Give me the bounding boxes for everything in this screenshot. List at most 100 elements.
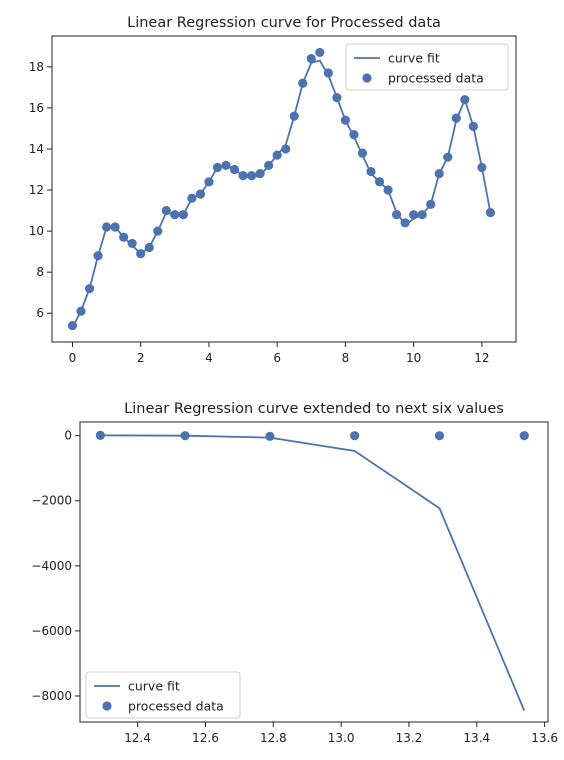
data-point <box>460 95 470 105</box>
data-point <box>332 93 342 103</box>
x-tick-label: 13.2 <box>396 731 423 745</box>
y-tick-label: 10 <box>29 224 44 238</box>
data-point <box>409 210 419 220</box>
legend-label: curve fit <box>388 51 440 66</box>
data-point <box>127 238 137 249</box>
legend-label: processed data <box>128 699 224 714</box>
data-point <box>323 68 333 78</box>
data-point <box>136 249 146 259</box>
data-point <box>255 168 265 179</box>
data-point <box>221 160 231 170</box>
data-point <box>357 148 368 158</box>
data-point <box>349 129 359 140</box>
data-point <box>366 166 376 177</box>
series-line-curve-fit <box>100 434 526 711</box>
y-tick-label: 16 <box>29 101 44 115</box>
data-point <box>246 171 257 181</box>
data-point <box>281 144 291 154</box>
data-point <box>119 232 129 242</box>
data-point <box>195 189 206 199</box>
x-tick-label: 12.4 <box>124 731 151 745</box>
data-point <box>383 185 393 195</box>
data-point <box>340 115 351 125</box>
legend-label: processed data <box>388 71 484 86</box>
y-tick-label: −8000 <box>31 689 72 703</box>
data-point <box>170 210 180 220</box>
legend-box <box>85 671 241 719</box>
data-point <box>212 162 223 173</box>
data-point <box>417 210 427 220</box>
data-point <box>451 113 461 123</box>
data-point <box>153 226 163 236</box>
data-point <box>289 111 299 121</box>
x-tick-label: 13.4 <box>463 731 490 745</box>
x-tick-label: 13.6 <box>531 731 558 745</box>
y-tick-label: −4000 <box>31 559 72 573</box>
y-tick-label: 0 <box>64 429 72 443</box>
x-tick-label: 12.6 <box>192 731 219 745</box>
x-tick-label: 4 <box>205 351 213 365</box>
data-point <box>93 251 103 261</box>
data-point <box>67 320 78 331</box>
data-point <box>265 431 275 441</box>
axes-frame <box>51 35 517 343</box>
data-point <box>110 222 120 232</box>
data-point <box>400 218 410 228</box>
x-tick-label: 12.8 <box>260 731 287 745</box>
data-point <box>238 171 248 181</box>
data-point <box>76 306 86 316</box>
data-point <box>178 210 188 220</box>
x-tick-label: 12 <box>474 351 489 365</box>
data-point <box>391 210 402 220</box>
data-point <box>374 177 385 187</box>
legend-box <box>345 43 509 91</box>
data-point <box>187 193 197 203</box>
series-line-curve-fit <box>71 59 492 329</box>
data-point <box>272 150 282 160</box>
data-point <box>519 431 529 441</box>
y-tick-label: 12 <box>29 183 44 197</box>
data-point <box>468 121 478 131</box>
data-point <box>95 430 105 440</box>
data-point <box>350 431 360 441</box>
chart-title: Linear Regression curve for Processed da… <box>127 15 441 31</box>
data-point <box>434 431 445 441</box>
data-point <box>84 284 95 294</box>
data-point <box>426 199 436 210</box>
legend-label: curve fit <box>128 679 180 694</box>
legend-marker-swatch <box>362 73 372 83</box>
y-tick-label: 6 <box>36 306 44 320</box>
data-point <box>477 162 487 173</box>
x-tick-label: 13.0 <box>328 731 355 745</box>
data-point <box>485 208 496 218</box>
data-point <box>229 164 240 175</box>
chart-bottom: Linear Regression curve extended to next… <box>31 401 558 745</box>
data-point <box>180 431 190 441</box>
data-point <box>264 160 274 170</box>
x-tick-label: 6 <box>273 351 281 365</box>
y-tick-label: 14 <box>29 142 44 156</box>
data-point <box>306 53 316 64</box>
data-point <box>434 168 444 179</box>
legend-marker-swatch <box>102 701 112 711</box>
chart-top: Linear Regression curve for Processed da… <box>29 15 517 365</box>
axes-frame <box>79 421 549 723</box>
data-point <box>161 205 171 216</box>
y-tick-label: 18 <box>29 60 44 74</box>
x-tick-label: 0 <box>69 351 77 365</box>
x-tick-label: 10 <box>406 351 421 365</box>
data-point <box>443 152 453 162</box>
x-tick-label: 2 <box>137 351 145 365</box>
data-point <box>204 177 214 187</box>
data-point <box>101 222 112 232</box>
y-tick-label: −6000 <box>31 624 72 638</box>
y-tick-label: −2000 <box>31 494 72 508</box>
data-point <box>315 47 325 58</box>
data-point <box>298 78 308 88</box>
y-tick-label: 8 <box>36 265 44 279</box>
chart-title: Linear Regression curve extended to next… <box>124 401 504 417</box>
data-point <box>144 242 154 253</box>
x-tick-label: 8 <box>342 351 350 365</box>
